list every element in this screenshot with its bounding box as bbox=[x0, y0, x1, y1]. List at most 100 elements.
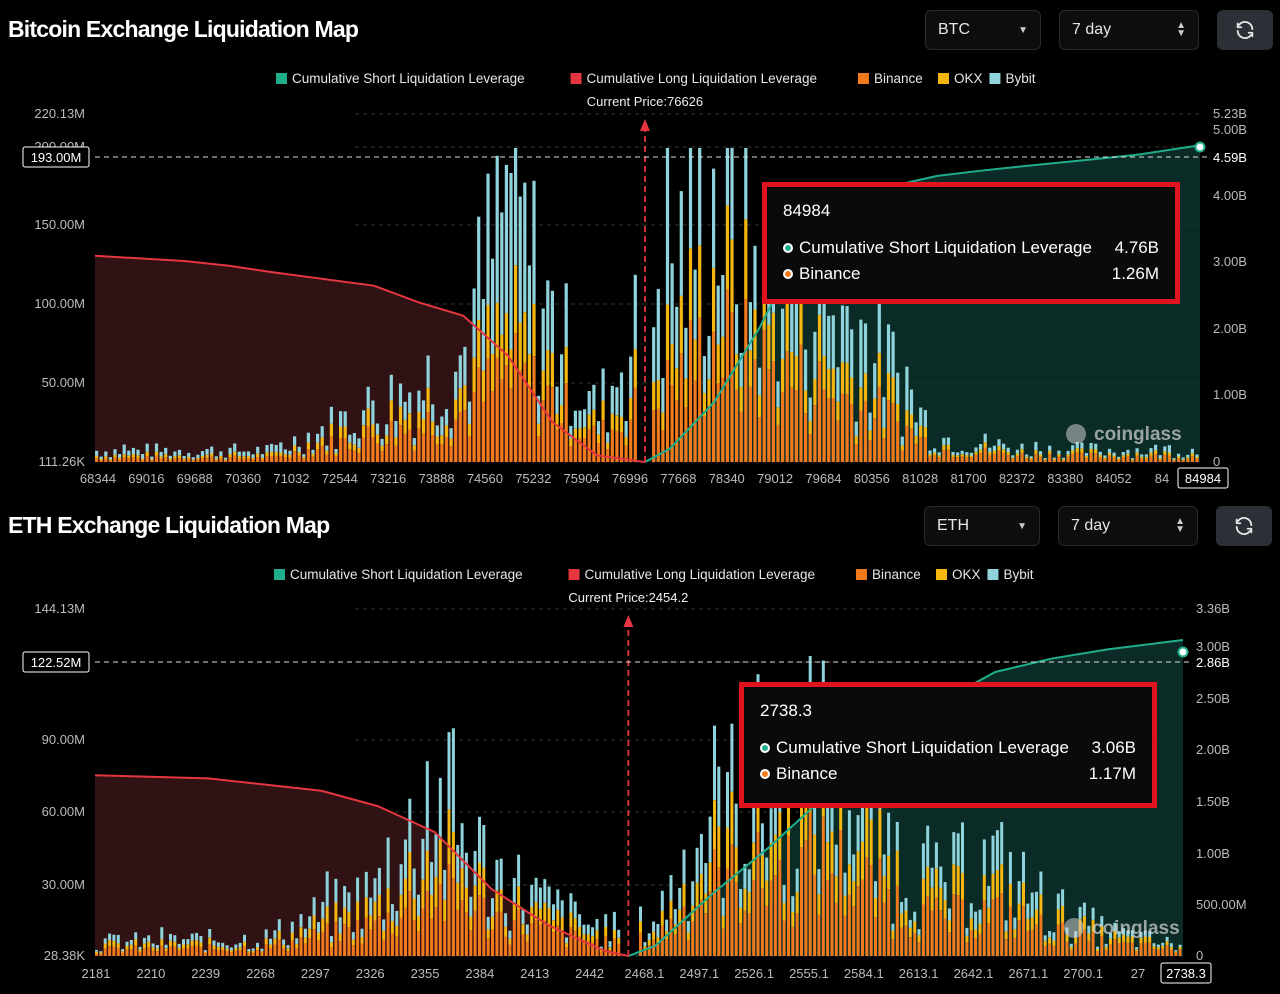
eth-bar-okx bbox=[987, 907, 991, 923]
eth-bar-bybit bbox=[295, 938, 299, 944]
eth-bar-binance bbox=[538, 924, 542, 956]
btc-bar-binance bbox=[270, 456, 274, 462]
btc-bar-okx bbox=[840, 362, 845, 394]
btc-bar-binance bbox=[458, 411, 462, 462]
btc-bar-okx bbox=[1117, 458, 1121, 460]
btc-bar-okx bbox=[937, 455, 941, 458]
eth-bar-bybit bbox=[969, 903, 973, 919]
btc-bar-okx bbox=[164, 454, 168, 458]
btc-bar-okx bbox=[900, 445, 904, 451]
btc-bar-okx bbox=[343, 426, 347, 439]
eth-bar-okx bbox=[1161, 945, 1165, 949]
btc-bar-binance bbox=[891, 403, 895, 462]
eth-range-select[interactable]: 7 day ▲ ▼ bbox=[1058, 506, 1198, 546]
eth-bar-binance bbox=[325, 923, 329, 956]
eth-bar-binance bbox=[713, 849, 716, 956]
btc-refresh-button[interactable] bbox=[1217, 10, 1273, 50]
eth-bar-okx bbox=[965, 935, 969, 943]
eth-bar-bybit bbox=[134, 932, 138, 940]
btc-bar-binance bbox=[329, 436, 333, 462]
btc-bar-binance bbox=[840, 393, 845, 462]
eth-refresh-button[interactable] bbox=[1216, 506, 1272, 546]
btc-bar-bybit bbox=[633, 274, 637, 349]
updown-icon: ▲ ▼ bbox=[1175, 516, 1185, 535]
btc-bar-bybit bbox=[854, 421, 858, 437]
btc-bar-bybit bbox=[108, 457, 112, 460]
btc-bar-okx bbox=[661, 412, 665, 430]
eth-bar-bybit bbox=[229, 947, 233, 951]
btc-bar-okx bbox=[1052, 459, 1056, 460]
btc-bar-bybit bbox=[845, 306, 849, 363]
btc-bar-okx bbox=[398, 406, 403, 426]
eth-bar-okx bbox=[1030, 917, 1034, 930]
eth-bar-binance bbox=[856, 886, 860, 956]
btc-bar-bybit bbox=[233, 443, 237, 452]
btc-bar-binance bbox=[914, 443, 918, 462]
eth-bar-binance bbox=[430, 918, 434, 956]
btc-bar-binance bbox=[1107, 455, 1112, 462]
btc-hover-point bbox=[1194, 141, 1206, 153]
eth-bar-bybit bbox=[891, 923, 895, 931]
eth-bar-bybit bbox=[443, 869, 447, 900]
eth-bar-okx bbox=[169, 940, 172, 947]
btc-bar-bybit bbox=[693, 269, 697, 340]
eth-bar-bybit bbox=[795, 868, 799, 893]
eth-bar-bybit bbox=[552, 904, 555, 921]
btc-range-select[interactable]: 7 day ▲ ▼ bbox=[1059, 10, 1199, 50]
btc-bar-binance bbox=[776, 425, 780, 462]
eth-bar-bybit bbox=[186, 939, 190, 945]
eth-bar-okx bbox=[1069, 946, 1073, 950]
eth-bar-okx bbox=[460, 868, 464, 901]
eth-bar-bybit bbox=[673, 909, 677, 925]
btc-legend-swatch bbox=[276, 73, 287, 84]
btc-bar-okx bbox=[610, 413, 614, 430]
eth-coin-select[interactable]: ETH ▼ bbox=[924, 506, 1040, 546]
eth-bar-bybit bbox=[1069, 943, 1073, 947]
btc-bar-bybit bbox=[127, 450, 131, 456]
eth-bar-okx bbox=[238, 947, 242, 951]
btc-bar-okx bbox=[739, 386, 743, 412]
btc-bar-binance bbox=[822, 389, 826, 462]
eth-bar-okx bbox=[721, 915, 725, 929]
btc-bar-okx bbox=[449, 438, 453, 447]
btc-bar-okx bbox=[748, 350, 752, 387]
eth-legend-label: Bybit bbox=[1003, 567, 1033, 582]
btc-bar-okx bbox=[684, 378, 688, 407]
eth-bar-okx bbox=[891, 930, 895, 940]
eth-bar-binance bbox=[995, 897, 999, 956]
btc-bar-okx bbox=[1048, 450, 1052, 454]
btc-bar-okx bbox=[1103, 457, 1107, 459]
eth-bar-binance bbox=[295, 948, 299, 956]
btc-bar-binance bbox=[960, 456, 964, 462]
btc-bar-bybit bbox=[1130, 458, 1135, 460]
btc-bar-okx bbox=[1195, 457, 1199, 459]
eth-bar-okx bbox=[155, 948, 159, 952]
eth-bar-bybit bbox=[430, 862, 434, 895]
btc-bar-okx bbox=[665, 304, 670, 361]
btc-bar-okx bbox=[808, 420, 812, 434]
btc-bar-okx bbox=[316, 442, 320, 450]
eth-bar-bybit bbox=[290, 921, 294, 933]
eth-bar-okx bbox=[469, 916, 473, 931]
eth-bar-bybit bbox=[260, 948, 264, 952]
eth-bar-okx bbox=[882, 875, 886, 903]
btc-bar-binance bbox=[431, 435, 435, 462]
eth-bar-okx bbox=[360, 937, 364, 944]
btc-y-right-tick: 5.23B bbox=[1213, 106, 1247, 121]
btc-bar-binance bbox=[1112, 457, 1116, 462]
btc-x-tick: 77668 bbox=[660, 471, 696, 486]
btc-bar-binance bbox=[237, 458, 241, 462]
btc-bar-bybit bbox=[200, 451, 205, 456]
btc-bar-okx bbox=[99, 459, 103, 461]
btc-bar-binance bbox=[1025, 458, 1029, 462]
eth-bar-binance bbox=[908, 937, 912, 956]
eth-bar-binance bbox=[847, 894, 851, 956]
eth-bar-okx bbox=[356, 901, 360, 921]
btc-bar-binance bbox=[702, 416, 706, 462]
eth-bar-okx bbox=[660, 910, 664, 926]
btc-bar-okx bbox=[127, 455, 131, 459]
btc-bar-bybit bbox=[228, 447, 232, 455]
btc-coin-select[interactable]: BTC ▼ bbox=[925, 10, 1041, 50]
eth-bar-bybit bbox=[608, 941, 612, 948]
btc-bar-binance bbox=[463, 410, 467, 462]
